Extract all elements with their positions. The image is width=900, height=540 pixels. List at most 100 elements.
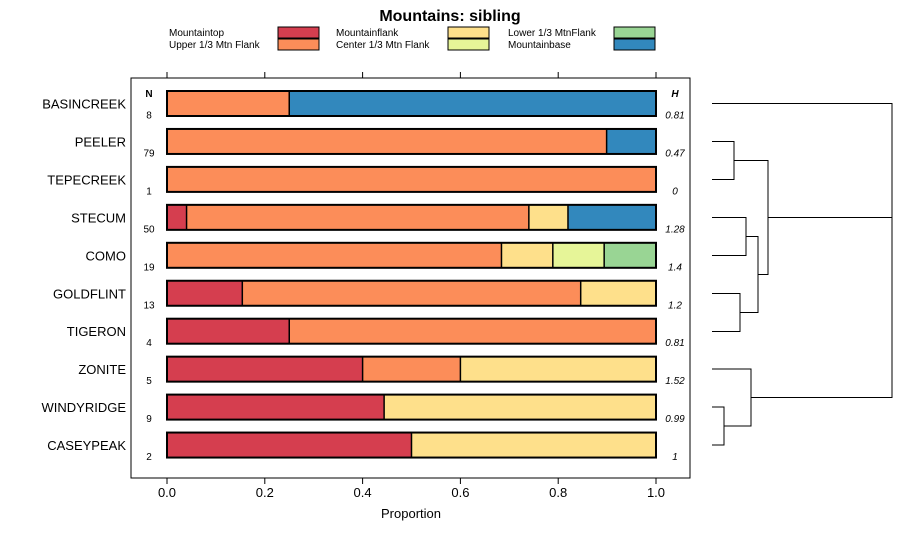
bar-row — [166, 393, 657, 421]
bar-row — [166, 279, 657, 307]
row-h-value: 0.81 — [665, 111, 684, 122]
bar-segment — [167, 91, 290, 116]
bar-segment — [289, 91, 656, 116]
row-n-value: 8 — [146, 111, 152, 122]
row-h-value: 1.28 — [665, 224, 685, 235]
bar-segment — [501, 242, 553, 268]
bar-segment — [167, 432, 412, 458]
row-h-value: 1.2 — [668, 300, 682, 311]
bar-outline — [166, 241, 657, 269]
bar-outline — [166, 355, 657, 383]
row-n-value: 4 — [146, 338, 152, 349]
bar-segment — [186, 204, 529, 230]
legend-entry: Lower 1/3 MtnFlank — [508, 26, 656, 39]
legend-swatch — [613, 38, 656, 51]
legend-entry: Mountainbase — [508, 38, 656, 51]
bar-outline — [166, 90, 657, 117]
row-n-value: 9 — [146, 414, 152, 425]
bar-row — [166, 203, 657, 231]
n-column-header: N — [145, 89, 152, 100]
row-label: ZONITE — [78, 362, 126, 377]
bar-segment — [167, 356, 363, 382]
bar-segment — [167, 166, 656, 192]
dendrogram-branch — [712, 293, 741, 332]
bar-segment — [528, 204, 568, 230]
row-n-value: 19 — [143, 262, 155, 273]
x-tick-label: 1.0 — [647, 485, 665, 500]
bar-segment — [460, 356, 656, 382]
h-column-header: H — [671, 89, 679, 100]
bar-segment — [362, 356, 461, 382]
row-h-value: 0.47 — [665, 148, 685, 159]
legend-label: Mountaintop — [169, 28, 224, 39]
bar-segment — [167, 204, 187, 230]
row-labels: BASINCREEK 8 0.81 PEELER 79 0.47 TEPECREEK 1 0 ST… — [42, 97, 686, 464]
bar-segment — [604, 242, 656, 268]
legend-entry: Mountaintop — [169, 26, 320, 39]
row-h-value: 1 — [672, 452, 678, 463]
row-h-value: 1.52 — [665, 376, 685, 387]
bar-segment — [411, 432, 656, 458]
bar-segment — [384, 394, 656, 420]
legend-entry: Upper 1/3 Mtn Flank — [169, 38, 320, 51]
bar-segment — [167, 394, 385, 420]
row-label: CASEYPEAK — [47, 438, 126, 453]
legend-swatch — [447, 38, 490, 51]
bar-outline — [166, 279, 657, 307]
legend-swatch — [277, 26, 320, 39]
bar-segment — [567, 204, 656, 230]
row-n-value: 50 — [143, 224, 155, 235]
x-tick-label: 0.0 — [158, 485, 176, 500]
x-tick-label: 0.4 — [354, 485, 372, 500]
dendrogram-branch — [712, 141, 735, 180]
row-label: WINDYRIDGE — [42, 400, 127, 415]
dendrogram-branch — [740, 236, 759, 313]
row-label: TEPECREEK — [47, 172, 126, 187]
bar-outline — [166, 165, 657, 193]
chart-title: Mountains: sibling — [379, 8, 520, 25]
legend-label: Mountainbase — [508, 40, 571, 51]
row-h-value: 0.99 — [665, 414, 685, 425]
legend-entry: Mountainflank — [336, 26, 490, 39]
bar-segment — [242, 280, 581, 306]
legend-swatch — [277, 38, 320, 51]
bar-segment — [167, 128, 607, 154]
row-h-value: 0 — [672, 186, 678, 197]
bar-row — [166, 317, 657, 345]
bar-row — [166, 90, 657, 117]
legend-entry: Center 1/3 Mtn Flank — [336, 38, 490, 51]
legend-label: Lower 1/3 MtnFlank — [508, 28, 597, 39]
row-label: STECUM — [71, 210, 126, 225]
legend-label: Upper 1/3 Mtn Flank — [169, 40, 261, 51]
x-axis: 0.0 0.2 0.4 0.6 0.8 1.0 — [158, 72, 665, 500]
row-h-value: 1.4 — [668, 262, 682, 273]
bars — [166, 90, 657, 459]
dendrogram-branch — [712, 368, 752, 427]
legend-label: Center 1/3 Mtn Flank — [336, 40, 430, 51]
bar-segment — [289, 318, 656, 344]
row-h-value: 0.81 — [665, 338, 684, 349]
bar-segment — [167, 280, 243, 306]
x-tick-label: 0.2 — [256, 485, 274, 500]
x-tick-label: 0.8 — [549, 485, 567, 500]
bar-outline — [166, 317, 657, 345]
bar-row — [166, 355, 657, 383]
row-n-value: 1 — [146, 186, 152, 197]
bar-row — [166, 431, 657, 459]
bar-outline — [166, 431, 657, 459]
row-n-value: 5 — [146, 376, 152, 387]
row-label: PEELER — [75, 134, 126, 149]
dendrogram-branch — [712, 406, 725, 446]
bar-segment — [167, 318, 290, 344]
x-axis-title: Proportion — [381, 506, 441, 521]
bar-segment — [606, 128, 656, 154]
dendrogram-branch — [712, 217, 747, 256]
bar-segment — [167, 242, 502, 268]
row-label: BASINCREEK — [42, 97, 126, 112]
bar-row — [166, 165, 657, 193]
x-tick-label: 0.6 — [451, 485, 469, 500]
dendrogram-branch — [712, 103, 893, 218]
bar-row — [166, 127, 657, 155]
